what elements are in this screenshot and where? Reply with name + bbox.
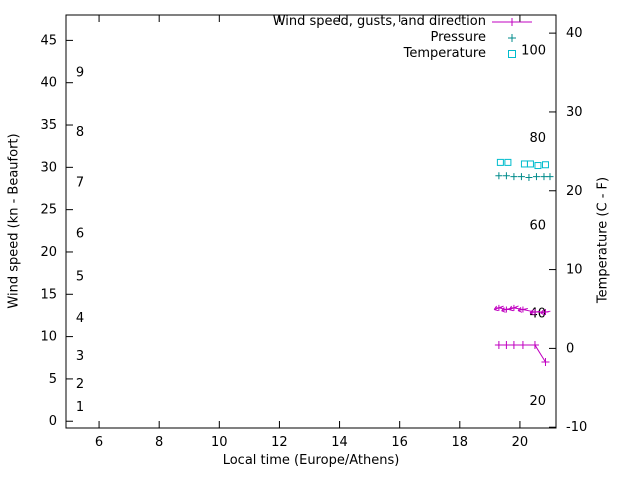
- y-left-tick-label: 25: [40, 203, 57, 218]
- beaufort-label: 7: [76, 176, 84, 191]
- wind-direction-arrow-icon: [493, 305, 504, 312]
- legend-sample-canvas: [508, 50, 516, 58]
- temperature-marker: [520, 160, 528, 168]
- beaufort-label: 8: [76, 125, 84, 140]
- legend-marker-temperature-icon: [492, 47, 532, 61]
- x-tick-label: 8: [155, 435, 163, 450]
- legend-entry-wind: Wind speed, gusts, and direction: [273, 14, 532, 30]
- y-left-tick-label: 35: [40, 118, 57, 133]
- beaufort-label: 2: [76, 377, 84, 392]
- left-y-axis-title: Wind speed (kn - Beaufort): [6, 133, 22, 309]
- legend-label-temperature: Temperature: [403, 46, 486, 61]
- y-left-tick-label: 40: [40, 76, 57, 91]
- legend-sample-shape: [508, 50, 516, 58]
- beaufort-label: 3: [76, 349, 84, 364]
- y-left-tick-label: 30: [40, 160, 57, 175]
- y-left-tick-label: 5: [49, 372, 57, 387]
- temperature-marker: [534, 162, 542, 170]
- y-right-tick-label: -10: [566, 420, 587, 435]
- y-left-tick-label: 10: [40, 330, 57, 345]
- wind-speed-marker: [518, 341, 527, 350]
- fahrenheit-label: 80: [529, 131, 546, 146]
- legend-marker-wind-icon: [492, 15, 532, 29]
- wind-speed-marker: [541, 357, 550, 366]
- wind-direction-arrow-icon: [517, 307, 528, 313]
- pressure-marker: [517, 173, 525, 181]
- x-tick-label: 6: [95, 435, 103, 450]
- right-y-axis-title: Temperature (C - F): [595, 176, 611, 304]
- legend-sample-shape: [508, 34, 516, 42]
- wind-direction-arrow-icon: [529, 309, 540, 316]
- y-left-tick-label: 45: [40, 33, 57, 48]
- legend-marker-pressure-icon: [492, 31, 532, 45]
- fahrenheit-label: 100: [521, 43, 546, 58]
- y-left-tick-label: 15: [40, 287, 57, 302]
- temperature-marker: [526, 160, 534, 168]
- temperature-marker: [504, 158, 512, 166]
- x-tick-label: 16: [391, 435, 408, 450]
- x-tick-label: 12: [271, 435, 288, 450]
- beaufort-label: 1: [76, 400, 84, 415]
- y-right-tick-label: 0: [566, 341, 574, 356]
- legend-entry-pressure: Pressure: [273, 30, 532, 46]
- legend-sample-canvas: [508, 34, 516, 42]
- beaufort-label: 4: [76, 311, 84, 326]
- pressure-marker: [502, 172, 510, 180]
- x-tick-label: 20: [512, 435, 529, 450]
- legend: Wind speed, gusts, and direction Pressur…: [273, 14, 532, 62]
- fahrenheit-label: 20: [529, 394, 546, 409]
- x-tick-label: 18: [452, 435, 469, 450]
- y-right-tick-label: 30: [566, 105, 583, 120]
- legend-label-pressure: Pressure: [430, 30, 486, 45]
- wind-direction-arrow-icon: [508, 305, 519, 312]
- beaufort-label: 6: [76, 226, 84, 241]
- legend-sample-canvas: [492, 18, 532, 26]
- y-right-tick-label: 20: [566, 184, 583, 199]
- temperature-marker: [541, 161, 549, 169]
- x-tick-label: 10: [211, 435, 228, 450]
- pressure-marker: [540, 173, 548, 181]
- plot-border: [65, 14, 557, 429]
- y-left-tick-label: 20: [40, 245, 57, 260]
- legend-label-wind: Wind speed, gusts, and direction: [272, 14, 486, 29]
- y-right-tick-label: 40: [566, 26, 583, 41]
- pressure-marker: [525, 173, 533, 181]
- legend-entry-temperature: Temperature: [273, 46, 532, 62]
- wind-speed-marker: [530, 341, 539, 350]
- temperature-marker: [496, 158, 504, 166]
- legend-sample-shape: [508, 18, 516, 26]
- x-tick-label: 14: [331, 435, 348, 450]
- pressure-marker: [495, 172, 503, 180]
- pressure-marker: [546, 173, 554, 181]
- wind-speed-marker: [494, 341, 503, 350]
- y-right-tick-label: 10: [566, 263, 583, 278]
- wind-direction-arrow-icon: [540, 309, 551, 316]
- pressure-marker: [510, 173, 518, 181]
- wind-speed-marker: [502, 341, 511, 350]
- beaufort-label: 5: [76, 270, 84, 285]
- pressure-marker: [532, 173, 540, 181]
- fahrenheit-label: 60: [529, 218, 546, 233]
- x-axis-title: Local time (Europe/Athens): [222, 453, 400, 468]
- wind-speed-marker: [509, 341, 518, 350]
- fahrenheit-label: 40: [529, 307, 546, 322]
- beaufort-label: 9: [76, 66, 84, 81]
- y-left-tick-label: 0: [49, 414, 57, 429]
- wind-speed-line: [498, 344, 546, 363]
